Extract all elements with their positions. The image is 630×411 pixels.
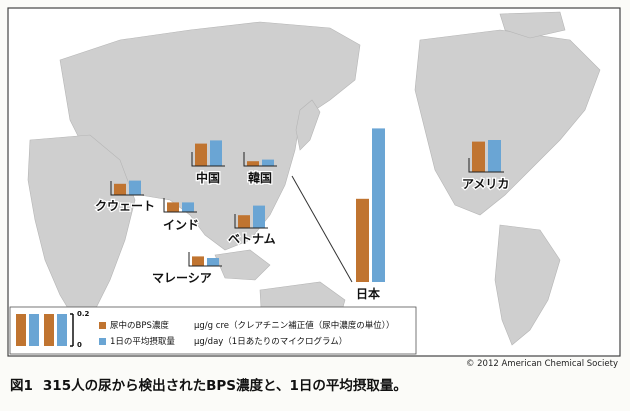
copyright-notice: © 2012 American Chemical Society <box>465 359 618 369</box>
bar-bps-3 <box>195 143 207 166</box>
category-label-3: 中国 <box>196 170 220 185</box>
bar-baseline-6 <box>188 252 222 267</box>
legend-tick-bottom: 0 <box>77 341 82 349</box>
legend-series-1-unit: μg/g cre（クレアチニン補正値（尿中濃度の単位）） <box>194 321 395 331</box>
bar-intake-7 <box>372 128 385 282</box>
legend <box>9 306 417 355</box>
figure-number: 図1 <box>10 378 33 394</box>
japan-connector-line <box>291 175 353 283</box>
legend-scale-bar-4 <box>57 314 67 346</box>
bar-intake-6 <box>207 258 219 266</box>
bar-bps-8 <box>472 141 485 172</box>
legend-tick-top: 0.2 <box>77 310 90 318</box>
bar-bps-2 <box>167 202 179 212</box>
world-map <box>27 11 601 346</box>
legend-series-2-name: 1日の平均摂取量 <box>110 337 175 347</box>
bar-intake-8 <box>488 140 501 172</box>
bar-intake-3 <box>210 140 222 166</box>
category-label-6: マレーシア <box>152 271 212 285</box>
bar-baseline-5 <box>234 214 268 229</box>
bar-baseline-4 <box>243 152 277 167</box>
bar-groups <box>110 128 504 282</box>
bar-intake-5 <box>253 205 265 228</box>
bar-bps-5 <box>238 215 250 228</box>
legend-series-2-unit: μg/day（1日あたりのマイクログラム） <box>194 337 348 347</box>
legend-scale-bar-2 <box>29 314 39 346</box>
legend-swatch-series-1 <box>99 322 106 329</box>
category-label-1: クウェート <box>95 199 155 213</box>
legend-box <box>9 306 417 355</box>
bar-baseline-2 <box>163 198 197 213</box>
bar-intake-2 <box>182 202 194 212</box>
bar-baseline-1 <box>110 181 144 196</box>
figure-caption: 図1 315人の尿から検出されたBPS濃度と、1日の平均摂取量。 <box>10 374 407 394</box>
bar-baseline-8 <box>468 158 504 173</box>
category-label-7: 日本 <box>356 286 380 301</box>
legend-scale-bar-1 <box>16 314 26 346</box>
category-label-4: 韓国 <box>248 170 272 185</box>
category-label-5: ベトナム <box>228 232 276 246</box>
category-label-2: インド <box>163 218 199 232</box>
legend-swatch-series-2 <box>99 338 106 345</box>
category-label-8: アメリカ <box>462 177 509 191</box>
bar-intake-1 <box>129 180 141 195</box>
bar-intake-4 <box>262 159 274 166</box>
bar-bps-6 <box>192 256 204 266</box>
bar-bps-7 <box>356 198 369 282</box>
bar-bps-1 <box>114 183 126 195</box>
legend-series-1-name: 尿中のBPS濃度 <box>110 321 169 331</box>
bar-baseline-3 <box>191 152 225 167</box>
figure-caption-text: 315人の尿から検出されたBPS濃度と、1日の平均摂取量。 <box>42 378 407 394</box>
bar-bps-4 <box>247 161 259 166</box>
legend-scale-bar-3 <box>44 314 54 346</box>
